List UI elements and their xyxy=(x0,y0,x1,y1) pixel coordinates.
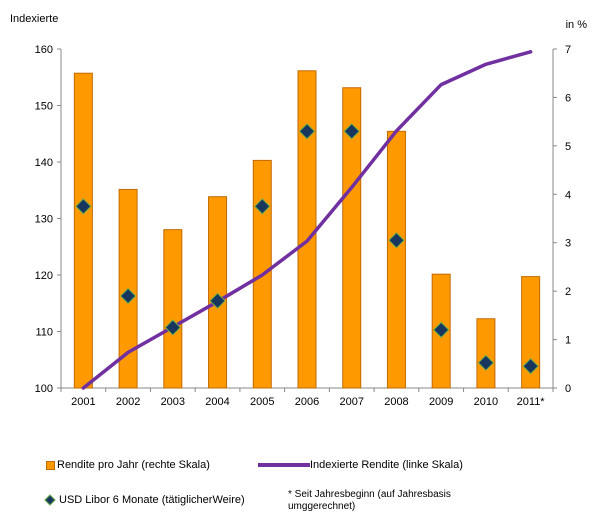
libor-marker xyxy=(477,354,495,372)
x-tick-label: 2003 xyxy=(161,396,185,408)
right-tick-label: 1 xyxy=(565,335,571,347)
right-tick-label: 2 xyxy=(565,286,571,298)
right-axis-title: in % xyxy=(566,19,588,31)
legend-item-markers: USD Libor 6 Monate (tätiglicherWeire) xyxy=(44,494,245,507)
indexed-return-line xyxy=(81,50,533,390)
left-tick-label: 160 xyxy=(35,44,53,56)
x-tick-label: 2005 xyxy=(250,396,274,408)
left-tick-label: 130 xyxy=(35,214,53,226)
right-tick-label: 3 xyxy=(565,238,571,250)
footnote: * Seit Jahresbeginn (auf Jahresbasis umg… xyxy=(288,489,451,512)
x-tick-label: 2004 xyxy=(205,396,229,408)
libor-marker xyxy=(119,287,137,305)
right-tick-label: 6 xyxy=(565,92,571,104)
right-tick-label: 5 xyxy=(565,141,571,153)
left-tick-label: 150 xyxy=(35,101,53,113)
left-tick-label: 140 xyxy=(35,157,53,169)
legend-item-line: Indexierte Rendite (linke Skala) xyxy=(258,459,463,472)
left-tick-label: 100 xyxy=(35,383,53,395)
libor-marker xyxy=(75,198,92,215)
x-tick-label: 2010 xyxy=(474,396,498,408)
right-tick-label: 7 xyxy=(565,44,571,56)
bar xyxy=(386,130,406,389)
x-tick-label: 2007 xyxy=(339,396,363,408)
left-tick-label: 110 xyxy=(35,327,53,339)
bar xyxy=(476,318,496,389)
bar xyxy=(163,229,183,389)
libor-marker xyxy=(209,292,226,310)
x-tick-label: 2006 xyxy=(295,396,319,408)
libor-marker xyxy=(388,232,405,249)
left-axis-title: Indexierte xyxy=(10,13,58,25)
x-tick-label: 2011* xyxy=(517,396,546,408)
x-tick-label: 2001 xyxy=(71,396,95,408)
diamond-swatch-icon xyxy=(44,494,56,506)
libor-marker xyxy=(254,198,271,215)
x-tick-label: 2008 xyxy=(384,396,408,408)
plot-area: 100 110 120 130 140 150 160 0 1 2 3 4 5 6 7 2001 2002 200… xyxy=(35,44,571,408)
x-tick-label: 2002 xyxy=(116,396,140,408)
bar xyxy=(208,196,228,389)
bar xyxy=(73,72,93,389)
left-tick-label: 120 xyxy=(35,270,53,282)
x-tick-label: 2009 xyxy=(429,396,453,408)
libor-marker xyxy=(343,123,360,140)
legend-label-line: Indexierte Rendite (linke Skala) xyxy=(310,459,463,471)
libor-marker xyxy=(164,319,182,336)
legend-label-bars: Rendite pro Jahr (rechte Skala) xyxy=(57,459,210,471)
libor-marker xyxy=(522,358,539,375)
legend-item-bars: Rendite pro Jahr (rechte Skala) xyxy=(46,459,210,472)
libor-marker xyxy=(432,321,450,339)
right-tick-label: 0 xyxy=(565,383,571,395)
right-tick-label: 4 xyxy=(565,189,571,201)
bar-swatch-icon xyxy=(46,460,55,470)
bar xyxy=(342,87,362,389)
legend-label-markers: USD Libor 6 Monate (tätiglicherWeire) xyxy=(59,494,245,506)
bar xyxy=(521,276,541,389)
line-swatch-icon xyxy=(258,463,310,468)
bar xyxy=(297,70,317,389)
libor-marker xyxy=(298,123,316,140)
